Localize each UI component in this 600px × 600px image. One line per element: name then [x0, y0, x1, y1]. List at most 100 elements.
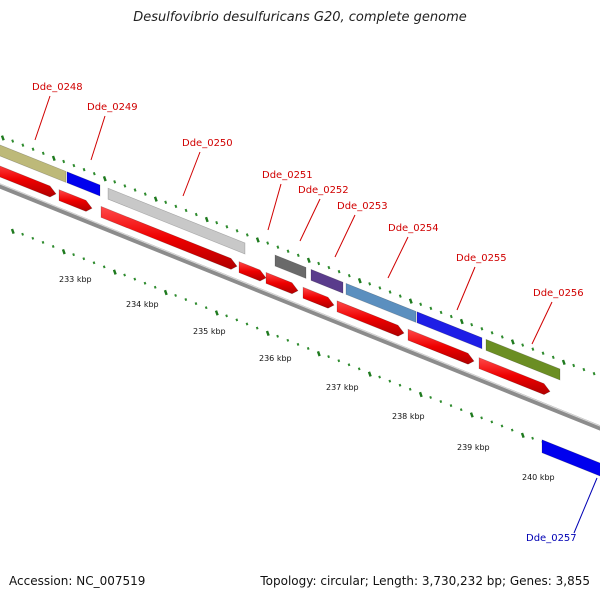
outer-minor-tick — [419, 302, 423, 306]
inner-minor-tick — [255, 326, 259, 330]
inner-tick-track — [10, 228, 596, 465]
gene-block-dde_0254 — [416, 311, 483, 350]
kbp-label: 235 kbp — [193, 327, 226, 336]
leader-line-dde_0251 — [267, 183, 282, 231]
inner-minor-tick — [357, 367, 361, 371]
gene-label-dde_0255: Dde_0255 — [456, 253, 507, 264]
inner-minor-tick — [480, 416, 483, 420]
outer-minor-tick — [572, 363, 576, 368]
kbp-label: 234 kbp — [126, 300, 159, 309]
outer-minor-tick — [215, 220, 219, 225]
gene-label-dde_0250: Dde_0250 — [182, 138, 233, 149]
inner-minor-tick — [531, 436, 534, 440]
inner-minor-tick — [429, 395, 432, 399]
outer-minor-tick — [449, 314, 453, 319]
inner-minor-tick — [225, 314, 228, 318]
inner-minor-tick — [276, 334, 279, 338]
leader-line-dde_0257 — [573, 477, 598, 534]
leader-line-dde_0252 — [299, 198, 321, 242]
outer-minor-tick — [123, 184, 127, 188]
outer-minor-tick — [296, 253, 300, 258]
inner-minor-tick — [143, 281, 147, 285]
outer-minor-tick — [11, 139, 15, 143]
inner-minor-tick — [245, 322, 249, 326]
inner-minor-tick — [92, 261, 96, 265]
gene-label-dde_0257: Dde_0257 — [526, 533, 577, 544]
gene-label-dde_0252: Dde_0252 — [298, 185, 349, 196]
outer-major-tick — [306, 257, 311, 264]
inner-major-tick — [367, 371, 372, 377]
outer-minor-tick — [245, 233, 249, 237]
cds-arrow — [100, 205, 238, 270]
inner-minor-tick — [204, 306, 208, 310]
inner-minor-tick — [490, 420, 494, 424]
leader-line-dde_0248 — [34, 95, 51, 141]
outer-major-tick — [459, 318, 464, 325]
gene-label-dde_0251: Dde_0251 — [262, 170, 313, 181]
outer-minor-tick — [337, 269, 341, 274]
kbp-label: 236 kbp — [259, 354, 292, 363]
cds-arrow — [58, 189, 93, 212]
inner-minor-tick — [296, 342, 300, 346]
outer-tick-track — [0, 135, 596, 376]
genome-backbone-highlight — [0, 183, 600, 427]
kbp-label: 233 kbp — [59, 275, 92, 284]
inner-minor-tick — [408, 387, 412, 391]
inner-minor-tick — [378, 375, 381, 379]
inner-minor-tick — [500, 424, 504, 428]
outer-minor-tick — [531, 347, 535, 351]
inner-major-tick — [520, 432, 525, 439]
kbp-label: 240 kbp — [522, 473, 555, 482]
inner-major-tick — [316, 351, 321, 357]
cds-arrow — [302, 286, 335, 309]
outer-minor-tick — [164, 200, 168, 204]
gene-block-dde_0255 — [485, 338, 561, 381]
map-title: Desulfovibrio desulfuricans G20, complet… — [133, 10, 467, 25]
leader-line-dde_0249 — [90, 115, 106, 161]
accession-label: Accession: NC_007519 — [9, 574, 146, 588]
outer-minor-tick — [143, 192, 147, 196]
outer-major-tick — [561, 359, 566, 366]
inner-minor-tick — [21, 232, 24, 236]
gene-block-dde_0251 — [274, 254, 307, 279]
inner-minor-tick — [510, 428, 514, 432]
gene-block-dde_0252 — [310, 268, 344, 294]
inner-minor-tick — [449, 404, 453, 408]
outer-minor-tick — [31, 147, 35, 151]
outer-minor-tick — [582, 367, 586, 372]
kbp-label: 239 kbp — [457, 443, 490, 452]
outer-major-tick — [51, 155, 56, 162]
inner-minor-tick — [388, 379, 392, 383]
inner-minor-tick — [235, 318, 239, 322]
outer-major-tick — [0, 135, 5, 141]
inner-minor-tick — [337, 359, 341, 363]
cds-arrow — [407, 328, 475, 365]
outer-major-tick — [255, 237, 260, 243]
outer-minor-tick — [21, 143, 25, 147]
inner-major-tick — [163, 289, 168, 296]
kbp-label: 238 kbp — [392, 412, 425, 421]
gene-block-dde-0257 — [541, 439, 600, 477]
outer-major-tick — [510, 339, 515, 345]
outer-minor-tick — [92, 171, 96, 176]
leader-line-dde_0256 — [531, 301, 553, 345]
inner-minor-tick — [153, 285, 157, 289]
outer-major-tick — [408, 298, 413, 304]
gene-label-dde_0254: Dde_0254 — [388, 223, 439, 234]
outer-minor-tick — [235, 229, 239, 233]
inner-minor-tick — [51, 244, 55, 248]
genome-summary: Topology: circular; Length: 3,730,232 bp… — [260, 574, 590, 588]
kbp-labels: 233 kbp 234 kbp 235 kbp 236 kbp 237 kbp 238 k… — [59, 275, 555, 482]
inner-minor-tick — [194, 302, 198, 306]
outer-minor-tick — [184, 208, 188, 213]
outer-minor-tick — [62, 159, 66, 164]
gene-label-dde_0253: Dde_0253 — [337, 201, 388, 212]
outer-minor-tick — [113, 180, 117, 184]
inner-major-tick — [265, 330, 270, 337]
inner-minor-tick — [82, 257, 86, 261]
inner-minor-tick — [102, 265, 106, 269]
outer-minor-tick — [592, 371, 596, 376]
outer-minor-tick — [388, 290, 392, 294]
outer-major-tick — [204, 216, 209, 223]
